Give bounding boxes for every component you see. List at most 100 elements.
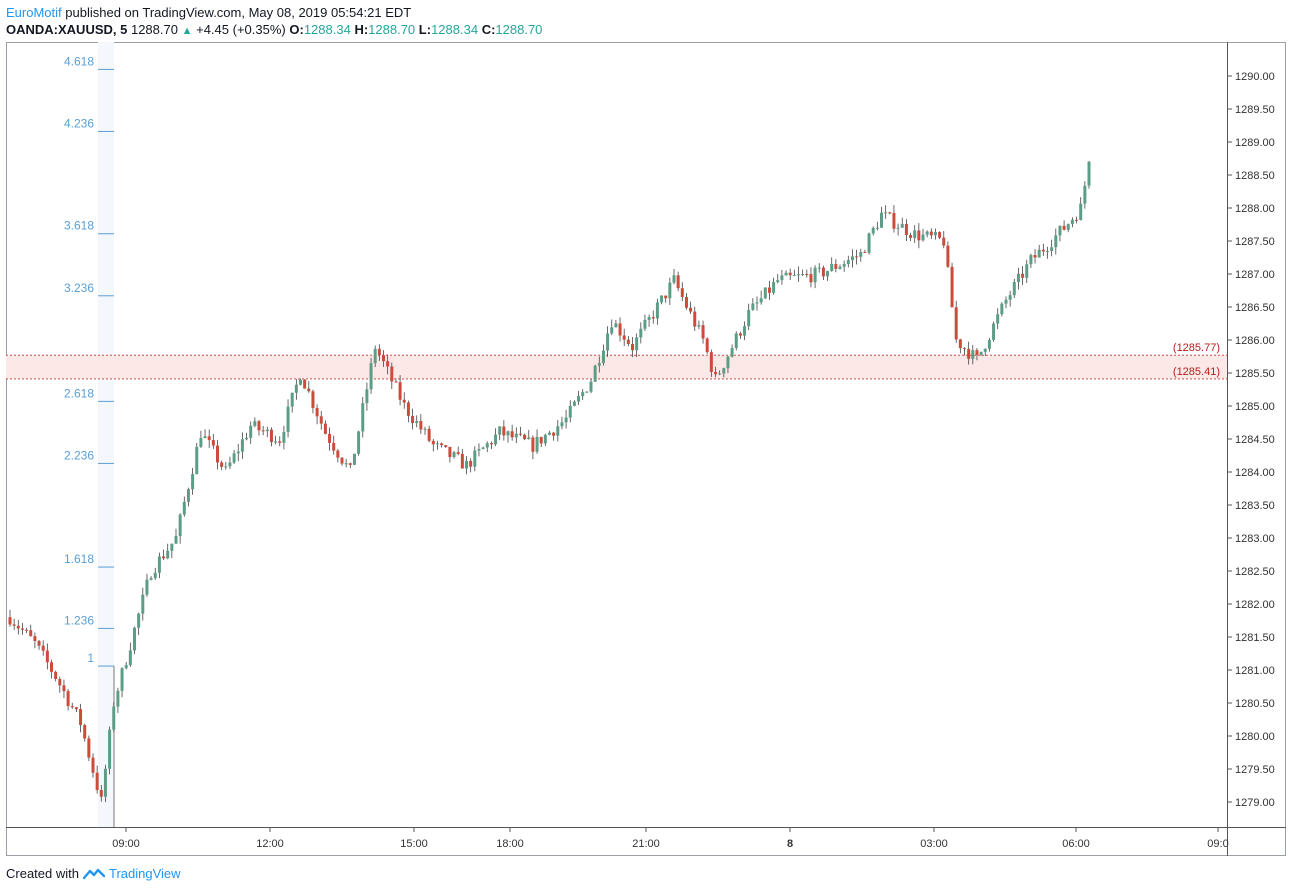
candle-body — [996, 314, 1000, 324]
candle-body — [531, 437, 535, 452]
price-tick-label: 1283.00 — [1235, 533, 1275, 545]
chart-area[interactable]: 4.618 4.236 3.618 3.236 2.618 2.236 1.618 1.236… — [6, 42, 1286, 856]
candle-body — [564, 417, 568, 423]
candle — [257, 419, 261, 436]
open-label: O: — [289, 22, 304, 37]
candle — [145, 573, 149, 597]
candle-body — [535, 436, 539, 452]
candle — [689, 301, 693, 314]
price-tick-label: 1279.50 — [1235, 764, 1275, 776]
candle-body — [581, 392, 585, 397]
candle-body — [784, 272, 788, 276]
price-chart[interactable]: 4.618 4.236 3.618 3.236 2.618 2.236 1.618 1.236… — [6, 42, 1286, 856]
candle — [394, 378, 398, 383]
candle-body — [963, 348, 966, 350]
candle — [398, 375, 402, 406]
candle — [556, 419, 560, 442]
candle — [62, 679, 66, 699]
time-tick-label: 09:00 — [112, 838, 140, 850]
candle — [1058, 225, 1062, 242]
candle — [377, 344, 381, 361]
candle — [975, 347, 979, 361]
fib-strip — [98, 42, 114, 827]
candle — [54, 670, 58, 682]
candle — [352, 453, 356, 465]
candle — [137, 612, 141, 636]
candle-body — [871, 228, 875, 234]
candle — [435, 440, 439, 450]
candle-body — [880, 212, 883, 228]
candle — [950, 262, 954, 308]
candle — [1079, 197, 1083, 221]
candle — [838, 264, 842, 270]
candle — [568, 400, 572, 423]
candle — [1062, 220, 1066, 231]
candle-body — [79, 709, 83, 726]
author-link[interactable]: EuroMotif — [6, 5, 62, 20]
fib-level-label: 3.236 — [64, 281, 94, 295]
candle — [37, 639, 41, 650]
candle-body — [971, 350, 975, 359]
candle — [74, 706, 78, 713]
candle — [265, 426, 269, 438]
candle — [344, 458, 348, 468]
candle-body — [348, 463, 352, 465]
candle-body — [294, 384, 298, 393]
candle — [797, 266, 800, 282]
candle-body — [967, 348, 971, 359]
candle-body — [240, 439, 244, 452]
candle — [664, 295, 668, 303]
candle — [929, 228, 933, 239]
symbol-name[interactable]: OANDA:XAUUSD, 5 — [6, 22, 128, 37]
candle — [958, 338, 962, 354]
candle-body — [431, 440, 435, 445]
price-tick-label: 1282.00 — [1235, 599, 1275, 611]
candle-body — [925, 231, 929, 235]
time-tick-label: 18:00 — [496, 838, 524, 850]
candle — [66, 689, 70, 711]
candle — [830, 257, 834, 272]
candle-body — [386, 361, 390, 367]
candle — [593, 364, 597, 383]
candle-body — [884, 212, 888, 214]
candle-body — [510, 431, 514, 438]
candle-body — [792, 275, 796, 277]
candle-body — [714, 371, 717, 375]
candle — [635, 333, 639, 358]
candle-body — [361, 403, 365, 432]
candle — [182, 496, 186, 517]
candle-body — [170, 543, 174, 551]
candle — [50, 659, 53, 679]
candle-body — [987, 339, 991, 349]
candle — [788, 268, 792, 281]
candle — [315, 404, 319, 425]
candle-body — [182, 501, 186, 515]
candle-body — [797, 274, 800, 276]
candle-body — [1025, 264, 1029, 278]
candle — [228, 456, 232, 470]
candle — [813, 265, 817, 289]
candle-body — [58, 679, 62, 686]
time-tick-label: 15:00 — [400, 838, 428, 850]
candle-body — [747, 309, 751, 327]
price-tick-label: 1281.00 — [1235, 665, 1275, 677]
candle — [896, 223, 900, 236]
candle — [58, 676, 62, 693]
candle-body — [1012, 282, 1016, 296]
fib-level-label: 4.236 — [64, 116, 94, 130]
candle-body — [693, 311, 697, 327]
candle — [178, 513, 182, 544]
fib-level-label: 2.236 — [64, 448, 94, 462]
candle-body — [647, 317, 651, 320]
tradingview-brand[interactable]: TradingView — [108, 866, 181, 881]
candle-body — [850, 256, 854, 261]
candle-body — [614, 323, 618, 328]
candle — [386, 354, 390, 375]
candle — [817, 263, 821, 273]
candle — [465, 456, 468, 475]
candle — [913, 225, 917, 243]
candle — [626, 336, 630, 347]
candle-body — [577, 396, 581, 402]
candle-body — [821, 267, 825, 277]
candle-body — [253, 421, 257, 426]
